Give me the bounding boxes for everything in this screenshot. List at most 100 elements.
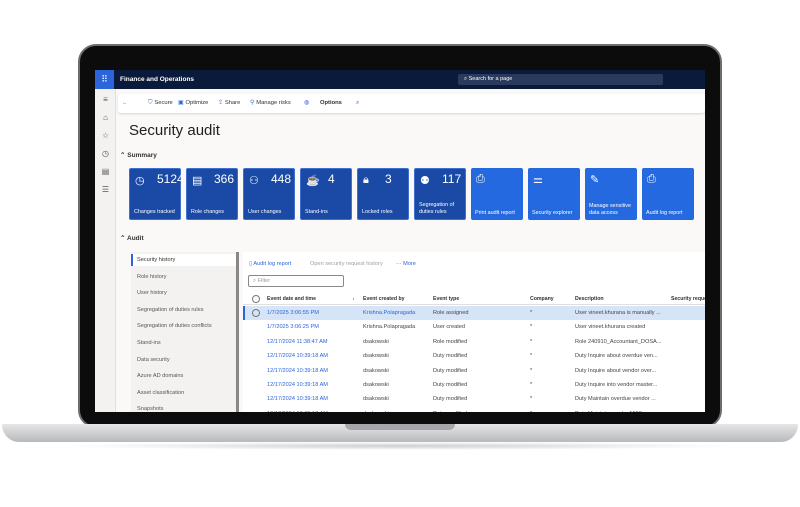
toolbar-options-button[interactable]: Options	[320, 94, 342, 113]
copilot-icon: ◍	[304, 100, 310, 106]
audit-section-header[interactable]: ⌃ Audit	[120, 234, 144, 242]
table-cell: dsakowski	[363, 338, 389, 345]
table-cell: Duty Inquire about vendor over...	[575, 367, 657, 374]
filter-input[interactable]: ⌕ Filter	[248, 275, 344, 287]
table-cell: Duty modified	[433, 382, 468, 388]
star-icon[interactable]: ☆	[101, 131, 110, 140]
search-input[interactable]: ⌕ Search for a page	[458, 74, 663, 85]
nav-item-azure-ad-domains[interactable]: Azure AD domains	[137, 373, 184, 380]
table-cell[interactable]: 12/17/2024 10:39:18 AM	[267, 353, 328, 360]
column-header[interactable]: Security reque	[671, 296, 705, 302]
modules-icon[interactable]: ☰	[101, 185, 110, 194]
lock-icon: 🔒︎	[363, 174, 369, 186]
toolbar-label: Secure	[154, 100, 173, 106]
tile-count: 448	[271, 172, 292, 186]
table-row[interactable]: 12/17/2024 10:39:18 AM dsakowski Duty modi…	[243, 378, 705, 392]
nav-item-security-history[interactable]: Security history	[137, 257, 176, 263]
table-cell: Krishna.Polapragada	[363, 310, 416, 316]
row-select-radio[interactable]	[252, 309, 260, 317]
table-cell: *	[530, 353, 533, 360]
toolbar-optimize-button[interactable]: ▣ Optimize	[178, 94, 208, 113]
page-title: Security audit	[129, 122, 220, 139]
table-cell: Duty Inquire into vendor master...	[575, 382, 658, 388]
nav-item-segregation-of-duties-rules[interactable]: Segregation of duties rules	[137, 306, 204, 313]
column-header[interactable]: Event type	[433, 296, 460, 302]
nav-item-snapshots[interactable]: Snapshots	[137, 406, 164, 412]
table-cell[interactable]: 12/17/2024 10:39:18 AM	[267, 367, 328, 374]
tile-role-changes[interactable]: ▤ 366 Role changes	[186, 168, 238, 220]
table-row[interactable]: 12/17/2024 10:39:18 AM dsakowski Duty modi…	[243, 364, 705, 378]
tile-security-explorer[interactable]: ⚌ Security explorer	[528, 168, 580, 220]
tile-changes-tracked[interactable]: ◷ 5124 Changes tracked	[129, 168, 184, 220]
audit-nav	[131, 252, 239, 412]
table-cell: *	[530, 324, 533, 331]
table-row[interactable]: 12/17/2024 11:38:47 AM dsakowski Role modi…	[243, 335, 705, 349]
tile-stand-ins[interactable]: ☕ 4 Stand-ins	[300, 168, 352, 220]
table-cell: dsakowski	[363, 367, 389, 374]
table-cell[interactable]: 12/17/2024 10:39:18 AM	[267, 396, 328, 403]
toolbar-back-arrow-button[interactable]: ←	[122, 94, 130, 113]
chevron-up-icon: ⌃	[120, 152, 128, 159]
clock-icon: ◷	[135, 175, 145, 187]
toolbar-secure-button[interactable]: ⛉ Secure	[148, 94, 173, 113]
nav-item-role-history[interactable]: Role history	[137, 273, 167, 280]
nav-scrollbar[interactable]	[236, 252, 239, 412]
more-button[interactable]: ··· More	[396, 261, 416, 267]
recent-icon[interactable]: ◷	[102, 149, 109, 158]
open-security-request-history-button[interactable]: Open security request history	[310, 261, 383, 267]
toolbar-search-button[interactable]: ⌕	[356, 94, 361, 113]
table-cell[interactable]: 1/7/2025 3:06:55 PM	[267, 310, 319, 316]
summary-section-header[interactable]: ⌃ Summary	[120, 151, 157, 159]
cup-icon: ☕	[306, 175, 320, 187]
column-header[interactable]: Description	[575, 296, 604, 302]
toolbar-manage-risks-button[interactable]: ⚲ Manage risks	[250, 94, 291, 113]
app-launcher-icon[interactable]: ⠿	[95, 70, 114, 89]
column-header[interactable]: Event created by	[363, 296, 405, 302]
table-row[interactable]: 12/17/2024 10:39:18 AM dsakowski Duty modi…	[243, 407, 705, 412]
tile-count: 3	[385, 172, 392, 186]
home-icon[interactable]: ⌂	[103, 113, 108, 122]
hierarchy-icon: ⚌	[533, 174, 543, 186]
toolbar-share-button[interactable]: ⇪ Share	[218, 94, 240, 113]
nav-item-stand-ins[interactable]: Stand-ins	[137, 340, 161, 346]
table-cell: Duty Maintain overdue vendor ...	[575, 396, 656, 403]
toolbar-copilot-button[interactable]: ◍	[304, 94, 311, 113]
tile-locked-roles[interactable]: 🔒︎ 3 Locked roles	[357, 168, 409, 220]
chevron-up-icon: ⌃	[120, 235, 128, 242]
tile-label: User changes	[248, 209, 282, 215]
nav-item-segregation-of-duties-conflicts[interactable]: Segregation of duties conflicts	[137, 323, 212, 330]
table-cell[interactable]: 12/17/2024 11:38:47 AM	[267, 338, 328, 345]
workspaces-icon[interactable]: ▤	[101, 167, 110, 176]
audit-log-report-button[interactable]: ▯ Audit log report	[249, 261, 291, 267]
table-cell: Duty Maintain vendor 1099...	[575, 411, 647, 412]
nav-item-asset-classification[interactable]: Asset classification	[137, 389, 185, 396]
table-row[interactable]: 1/7/2025 3:06:55 PM Krishna.Polapragada Ro…	[243, 306, 705, 320]
table-row[interactable]: 1/7/2025 3:06:25 PM Krishna.Polapragada Us…	[243, 320, 705, 334]
table-row[interactable]: 12/17/2024 10:39:18 AM dsakowski Duty modi…	[243, 349, 705, 363]
select-all-radio[interactable]	[252, 295, 260, 303]
tile-print-audit-report[interactable]: ⎙ Print audit report	[471, 168, 523, 220]
nav-item-user-history[interactable]: User history	[137, 290, 167, 297]
column-header[interactable]: Event date and time	[267, 296, 317, 302]
tile-user-changes[interactable]: ⚇ 448 User changes	[243, 168, 295, 220]
table-cell: dsakowski	[363, 396, 389, 403]
tile-segregation-of-duties-rules[interactable]: ⚉ 117 Segregation of duties rules	[414, 168, 466, 220]
tile-audit-log-report[interactable]: ⎙ Audit log report	[642, 168, 694, 220]
table-cell[interactable]: 12/17/2024 10:39:18 AM	[267, 411, 328, 412]
role-icon: ▤	[192, 175, 203, 187]
table-cell: dsakowski	[363, 382, 389, 388]
hamburger-icon[interactable]: ≡	[103, 95, 108, 104]
tile-manage-sensitive-data-access[interactable]: ✎ Manage sensitive data access	[585, 168, 637, 220]
security-history-grid: ▯ Audit log report Open security request…	[243, 252, 705, 412]
nav-item-data-security[interactable]: Data security	[137, 356, 170, 363]
table-cell[interactable]: 12/17/2024 10:39:18 AM	[267, 382, 328, 388]
column-header[interactable]: Company	[530, 296, 554, 302]
tile-label: Stand-ins	[305, 209, 328, 215]
sort-descending-icon[interactable]: ↓	[352, 296, 355, 302]
app-screen: ⠿ Finance and Operations ⌕ Search for a …	[95, 70, 705, 412]
table-row[interactable]: 12/17/2024 10:39:18 AM dsakowski Duty modi…	[243, 392, 705, 406]
tile-label: Audit log report	[646, 210, 683, 216]
table-cell[interactable]: 1/7/2025 3:06:25 PM	[267, 324, 319, 331]
table-cell: Role assigned	[433, 310, 469, 316]
table-cell: *	[530, 310, 533, 316]
